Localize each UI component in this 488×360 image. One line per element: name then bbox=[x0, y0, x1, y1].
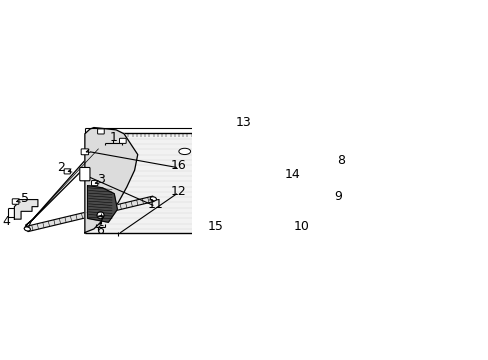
Circle shape bbox=[203, 211, 209, 218]
Text: 15: 15 bbox=[208, 220, 224, 233]
Bar bbox=[85, 133, 294, 233]
FancyBboxPatch shape bbox=[119, 138, 126, 143]
Text: 1: 1 bbox=[109, 131, 117, 144]
Bar bbox=[204, 181, 209, 186]
Text: 6: 6 bbox=[97, 224, 104, 237]
FancyBboxPatch shape bbox=[81, 149, 88, 155]
Text: 11: 11 bbox=[147, 198, 163, 211]
Ellipse shape bbox=[179, 148, 190, 154]
FancyBboxPatch shape bbox=[91, 181, 98, 186]
FancyBboxPatch shape bbox=[80, 167, 90, 181]
Text: 4: 4 bbox=[2, 215, 10, 228]
FancyBboxPatch shape bbox=[98, 129, 104, 134]
Ellipse shape bbox=[250, 200, 259, 206]
Circle shape bbox=[97, 212, 104, 219]
Text: 9: 9 bbox=[334, 190, 342, 203]
Text: 8: 8 bbox=[337, 154, 345, 167]
Text: 13: 13 bbox=[235, 116, 251, 129]
Text: 10: 10 bbox=[293, 220, 309, 234]
Text: 16: 16 bbox=[171, 159, 186, 172]
Ellipse shape bbox=[150, 197, 156, 201]
FancyBboxPatch shape bbox=[279, 175, 286, 181]
Text: 2: 2 bbox=[57, 161, 65, 174]
Ellipse shape bbox=[224, 189, 234, 195]
Text: 7: 7 bbox=[96, 215, 104, 228]
Polygon shape bbox=[26, 146, 102, 225]
Polygon shape bbox=[87, 186, 117, 222]
Polygon shape bbox=[323, 164, 335, 230]
FancyBboxPatch shape bbox=[325, 228, 331, 233]
FancyBboxPatch shape bbox=[12, 199, 19, 204]
FancyBboxPatch shape bbox=[64, 169, 70, 174]
Polygon shape bbox=[27, 196, 154, 231]
Polygon shape bbox=[85, 127, 138, 233]
Text: 12: 12 bbox=[171, 185, 186, 198]
Ellipse shape bbox=[210, 216, 213, 219]
Text: 3: 3 bbox=[97, 173, 104, 186]
Bar bbox=[210, 174, 218, 179]
Ellipse shape bbox=[24, 227, 30, 231]
Polygon shape bbox=[14, 199, 38, 219]
Text: 5: 5 bbox=[21, 192, 29, 205]
Text: 14: 14 bbox=[284, 168, 300, 181]
